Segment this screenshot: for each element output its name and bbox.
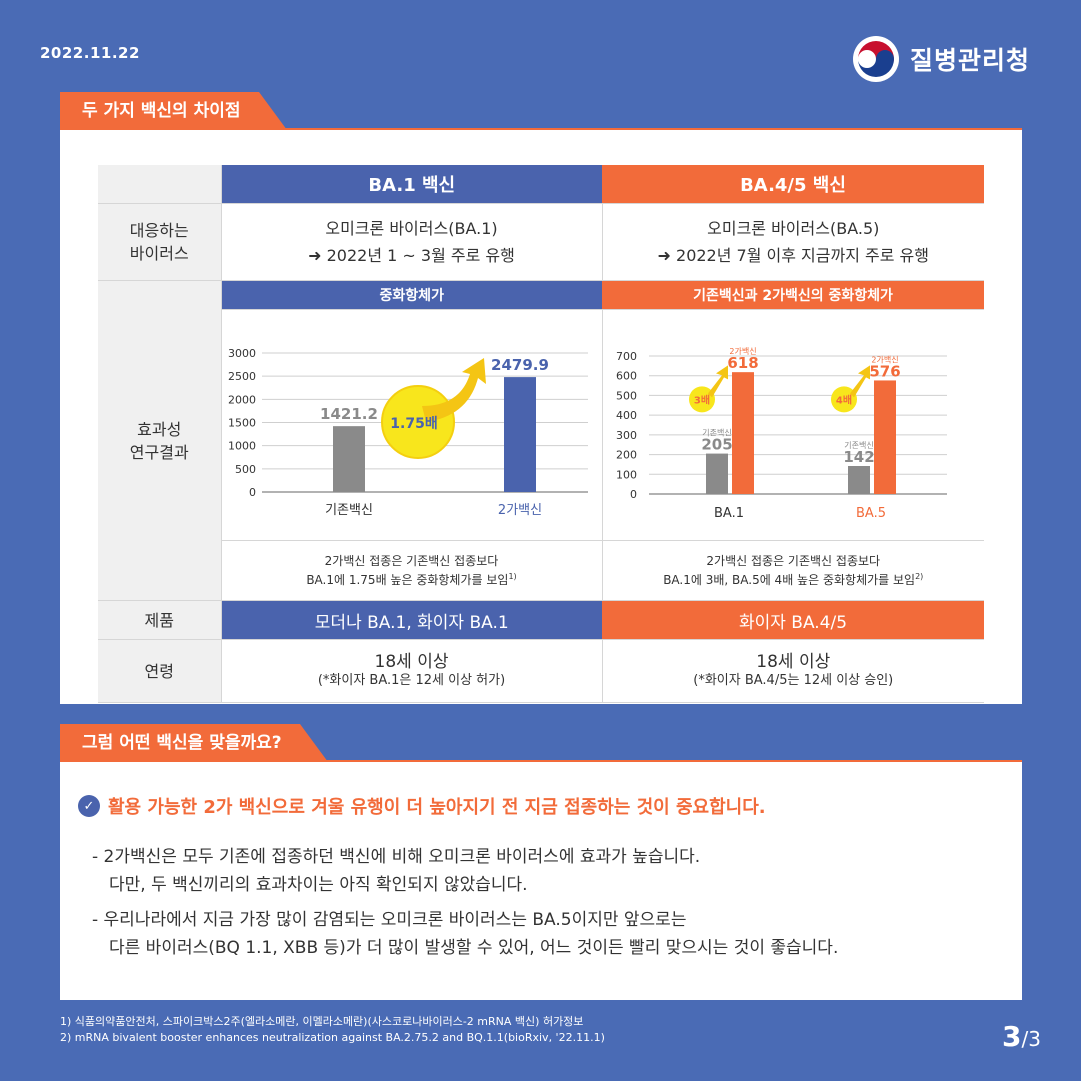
agency-logo: 질병관리청 bbox=[852, 35, 1030, 83]
row-label-virus: 대응하는 바이러스 bbox=[98, 203, 222, 281]
advice-paragraph-2: - 우리나라에서 지금 가장 많이 감염되는 오미크론 바이러스는 BA.5이지… bbox=[92, 910, 839, 958]
bar bbox=[847, 466, 870, 494]
y-tick-label: 2000 bbox=[228, 393, 256, 406]
bar bbox=[731, 372, 754, 494]
ba45-age: 18세 이상 (*화이자 BA.4/5는 12세 이상 승인) bbox=[602, 639, 984, 703]
y-tick-label: 1500 bbox=[228, 417, 256, 430]
y-tick-label: 100 bbox=[616, 468, 637, 481]
y-tick-label: 1000 bbox=[228, 440, 256, 453]
ba45-virus: 오미크론 바이러스(BA.5) ➜ 2022년 7월 이후 지금까지 주로 유행 bbox=[602, 203, 984, 281]
series-label: 기존백신 bbox=[844, 440, 873, 450]
growth-arrow-icon bbox=[849, 365, 870, 398]
advice-paragraph-1: - 2가백신은 모두 기존에 접종하던 백신에 비해 오미크론 바이러스에 효과… bbox=[92, 847, 701, 895]
series-label: 2가백신 bbox=[871, 354, 898, 364]
y-tick-label: 500 bbox=[235, 463, 256, 476]
row-label-product: 제품 bbox=[98, 600, 222, 640]
ba45-chart: 0 100 200 300 400 500 600 700 기존백신 205 2가백신 618 BA.1… bbox=[602, 309, 984, 541]
x-tick-label: 2가백신 bbox=[497, 503, 541, 518]
ba45-bar-chart: 0100200300400500600700기존백신2052가백신618BA.1… bbox=[616, 346, 947, 521]
multiplier-bubble bbox=[380, 385, 455, 459]
ba1-note: 2가백신 접종은 기존백신 접종보다 BA.1에 1.75배 높은 중화항체가를… bbox=[221, 540, 603, 601]
table-corner bbox=[98, 165, 222, 204]
data-label: 142 bbox=[843, 448, 874, 466]
header-ba45: BA.4/5 백신 bbox=[602, 165, 984, 204]
data-label: 205 bbox=[701, 436, 732, 454]
y-tick-label: 0 bbox=[630, 488, 637, 501]
comparison-table: BA.1 백신 BA.4/5 백신 대응하는 바이러스 오미크론 바이러스(BA… bbox=[98, 165, 984, 703]
growth-arrow-icon bbox=[707, 365, 728, 398]
tab-underline bbox=[60, 128, 1022, 130]
ba1-chart: 0 500 1000 1500 2000 2500 3000 1421.2 기존백신 2479.9… bbox=[221, 309, 603, 541]
growth-arrow-icon bbox=[421, 358, 486, 422]
ba1-product: 모더나 BA.1, 화이자 BA.1 bbox=[221, 600, 602, 640]
agency-name: 질병관리청 bbox=[910, 46, 1031, 75]
header-ba1: BA.1 백신 bbox=[221, 165, 602, 204]
data-label: 618 bbox=[727, 354, 758, 372]
bar bbox=[705, 453, 728, 494]
ba1-bar-chart: 0 500 1000 1500 2000 2500 3000 1421.2 기존백신 2479.9… bbox=[228, 347, 588, 518]
taegeuk-icon bbox=[853, 36, 899, 82]
y-tick-label: 0 bbox=[249, 486, 256, 499]
footnote-2: 2) mRNA bivalent booster enhances neutra… bbox=[60, 1031, 605, 1044]
ba1-age: 18세 이상 (*화이자 BA.1은 12세 이상 허가) bbox=[221, 639, 603, 703]
check-circle-icon: ✓ bbox=[78, 795, 100, 817]
tab-underline bbox=[60, 760, 1022, 762]
data-label: 1421.2 bbox=[320, 405, 378, 423]
ba45-note: 2가백신 접종은 기존백신 접종보다 BA.1에 3배, BA.5에 4배 높은… bbox=[602, 540, 984, 601]
row-label-age: 연령 bbox=[98, 639, 222, 703]
date: 2022.11.22 bbox=[40, 44, 140, 62]
section-title: 두 가지 백신의 차이점 bbox=[60, 92, 259, 130]
y-tick-label: 700 bbox=[616, 350, 637, 363]
series-label: 기존백신 bbox=[702, 428, 731, 438]
x-tick-label: BA.1 bbox=[714, 506, 744, 521]
ba45-product: 화이자 BA.4/5 bbox=[602, 600, 984, 640]
ba1-virus: 오미크론 바이러스(BA.1) ➜ 2022년 1 ~ 3월 주로 유행 bbox=[221, 203, 603, 281]
data-label: 576 bbox=[869, 362, 900, 380]
x-tick-label: BA.5 bbox=[856, 506, 886, 521]
data-label: 2479.9 bbox=[491, 356, 549, 374]
ba1-chart-title: 중화항체가 bbox=[221, 280, 602, 310]
advice-card bbox=[60, 762, 1022, 1000]
row-label-effect: 효과성 연구결과 bbox=[98, 280, 222, 601]
y-tick-label: 400 bbox=[616, 409, 637, 422]
multiplier-label: 3배 bbox=[693, 393, 709, 406]
x-tick-label: 기존백신 bbox=[325, 503, 373, 518]
bar bbox=[873, 380, 896, 494]
section-title: 그럼 어떤 백신을 맞을까요? bbox=[60, 724, 300, 762]
footnote-1: 1) 식품의약품안전처, 스파이크박스2주(엘라소메란, 이멜라소메란)(사스코… bbox=[60, 1015, 584, 1028]
multiplier-label: 1.75배 bbox=[390, 416, 437, 432]
y-tick-label: 2500 bbox=[228, 370, 256, 383]
bar bbox=[332, 426, 365, 492]
ba45-chart-title: 기존백신과 2가백신의 중화항체가 bbox=[602, 280, 984, 310]
y-tick-label: 600 bbox=[616, 370, 637, 383]
section-tab-differences: 두 가지 백신의 차이점 bbox=[60, 92, 287, 130]
bar bbox=[503, 377, 536, 492]
y-tick-label: 200 bbox=[616, 449, 637, 462]
multiplier-label: 4배 bbox=[835, 393, 851, 406]
page-indicator: 3/3 bbox=[1002, 1020, 1041, 1053]
series-label: 2가백신 bbox=[729, 346, 756, 356]
advice-headline: ✓ 활용 가능한 2가 백신으로 겨울 유행이 더 높아지기 전 지금 접종하는… bbox=[78, 793, 766, 819]
section-tab-which-vaccine: 그럼 어떤 백신을 맞을까요? bbox=[60, 724, 328, 762]
y-tick-label: 3000 bbox=[228, 347, 256, 360]
y-tick-label: 500 bbox=[616, 389, 637, 402]
y-tick-label: 300 bbox=[616, 429, 637, 442]
